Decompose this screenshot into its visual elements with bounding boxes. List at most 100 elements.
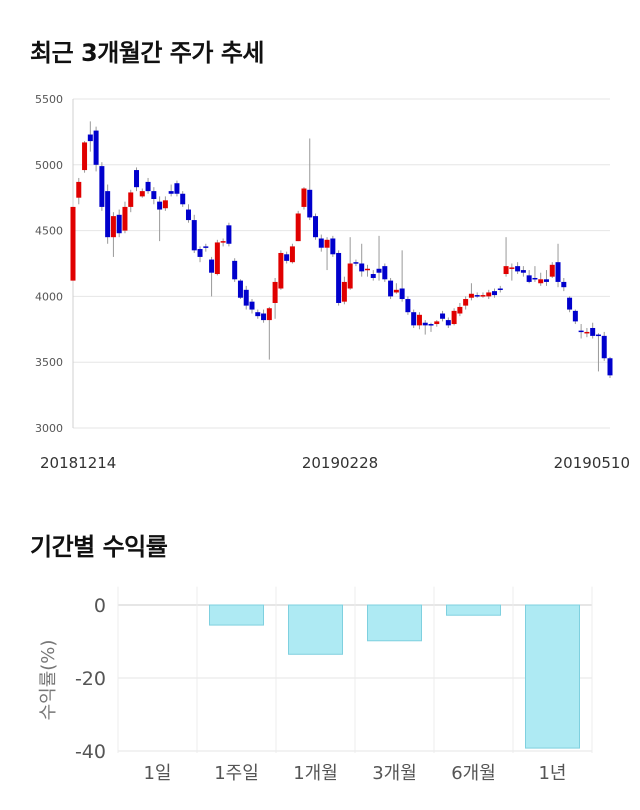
price-y-tick-label: 3000 [35, 422, 63, 435]
candle-body [607, 358, 613, 376]
candle-body [220, 241, 226, 243]
candle-body [370, 274, 376, 278]
candle-body [168, 191, 174, 194]
return-x-tick-label: 3개월 [372, 763, 417, 784]
candle-body [543, 279, 549, 282]
candle-body [399, 288, 405, 300]
candle-body [526, 275, 532, 282]
candle-body [99, 166, 105, 207]
candle-body [162, 200, 168, 209]
candle-body [197, 249, 203, 257]
candle-body [284, 254, 290, 261]
candle-body [82, 142, 88, 171]
candle-body [451, 310, 457, 325]
candle-body [139, 191, 145, 197]
candle-body [538, 279, 544, 284]
candle-body [572, 310, 578, 322]
candle-body [324, 239, 330, 248]
candle-body [486, 292, 492, 297]
candle-body [110, 216, 116, 238]
return-y-tick-label: -40 [75, 741, 106, 763]
candle-body [318, 238, 324, 248]
return-x-tick-label: 6개월 [451, 763, 496, 784]
candle-body [330, 238, 336, 255]
candle-body [595, 334, 601, 337]
return-bar [367, 604, 422, 642]
return-x-tick-label: 1개월 [293, 763, 338, 784]
candle-body [463, 299, 469, 306]
candle-body [272, 281, 278, 303]
price-y-tick-label: 5500 [35, 93, 63, 106]
price-y-tick-label: 3500 [35, 356, 63, 369]
candle-body [434, 321, 440, 325]
candle-body [555, 262, 561, 282]
candle-body [209, 259, 215, 273]
candle-body [307, 189, 313, 218]
candle-body [445, 320, 451, 326]
candle-body [93, 130, 99, 165]
price-x-tick-label: 20181214 [40, 454, 116, 472]
candle-body [416, 314, 422, 326]
candle-body [567, 297, 573, 310]
candle-body [134, 170, 140, 188]
candle-body [180, 193, 186, 205]
candle-body [578, 330, 584, 333]
return-y-tick-label: -20 [75, 668, 106, 690]
price-y-tick-label: 5000 [35, 159, 63, 172]
candle-body [174, 183, 180, 194]
candle-body [237, 280, 243, 298]
candle-body [468, 293, 474, 298]
candle-body [376, 268, 382, 273]
return-bar [288, 604, 343, 655]
candle-body [214, 242, 220, 275]
candle-body [278, 252, 284, 289]
candle-body [261, 313, 267, 321]
return-x-tick-label: 1주일 [214, 763, 259, 784]
candle-body [87, 134, 93, 142]
price-y-tick-label: 4000 [35, 290, 63, 303]
candle-body [405, 299, 411, 313]
candle-body [243, 289, 249, 306]
candle-body [249, 301, 255, 310]
candle-body [382, 266, 388, 280]
candle-body [520, 270, 526, 273]
candle-body [185, 209, 191, 221]
price-y-tick-label: 4500 [35, 225, 63, 238]
candle-body [116, 214, 122, 234]
candle-body [584, 331, 590, 334]
candle-body [347, 263, 353, 289]
candle-body [226, 225, 232, 244]
candle-body [422, 322, 428, 326]
candle-body [601, 335, 607, 359]
return-y-axis-label: 수익률(%) [38, 640, 59, 721]
candle-body [191, 220, 197, 251]
candle-body [70, 206, 76, 281]
candle-body [393, 289, 399, 293]
candle-body [492, 291, 498, 296]
candle-body [590, 327, 596, 336]
candle-body [232, 260, 238, 280]
candle-body [359, 263, 365, 272]
candle-body [515, 266, 521, 272]
candle-body [428, 324, 434, 326]
candle-body [203, 246, 209, 248]
candle-body [151, 191, 157, 200]
candle-body [313, 216, 319, 238]
candle-body [440, 313, 446, 319]
candle-body [497, 288, 503, 291]
candle-body [364, 268, 370, 271]
price-x-tick-label: 20190228 [302, 454, 378, 472]
candle-body [145, 181, 151, 192]
candle-body [532, 277, 538, 280]
candle-body [301, 188, 307, 207]
candle-body [255, 312, 261, 317]
candle-body [105, 191, 111, 238]
price-x-tick-label: 20190510 [554, 454, 630, 472]
return-bar [446, 604, 501, 616]
return-x-tick-label: 1일 [143, 763, 171, 784]
candle-body [76, 181, 82, 198]
return-y-tick-label: 0 [94, 595, 106, 617]
candle-body [266, 308, 272, 321]
candle-body [157, 201, 163, 210]
